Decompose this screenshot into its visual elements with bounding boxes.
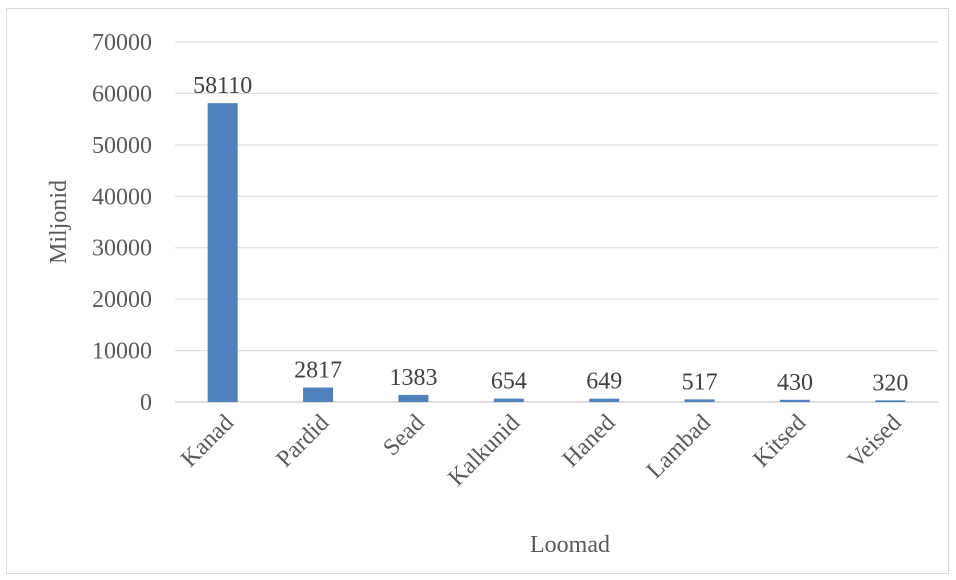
y-tick-label: 30000 xyxy=(92,236,152,262)
y-axis-title: Miljonid xyxy=(46,180,72,264)
x-tick-label: Sead xyxy=(378,410,429,461)
bar xyxy=(207,103,238,403)
y-tick-label: 70000 xyxy=(92,30,152,56)
x-tick-label: Kanad xyxy=(176,410,239,473)
bars xyxy=(207,103,906,403)
chart-frame xyxy=(6,8,949,574)
data-label: 649 xyxy=(586,369,622,395)
data-label: 320 xyxy=(872,370,908,396)
x-tick-label: Haned xyxy=(558,410,621,473)
bar xyxy=(303,387,334,402)
y-tick-label: 40000 xyxy=(92,184,152,210)
x-tick-label: Veised xyxy=(843,410,907,474)
data-label: 2817 xyxy=(294,358,342,384)
x-tick-label: Lambad xyxy=(642,410,716,484)
x-tick-label: Pardid xyxy=(272,410,335,473)
y-tick-label: 10000 xyxy=(92,339,152,365)
x-tick-label: Kitsed xyxy=(748,410,811,473)
x-axis-ticks: Kanad Pardid Sead Kalkunid Haned Lambad Kitsed… xyxy=(176,410,906,492)
bar xyxy=(684,399,715,402)
bar xyxy=(493,398,524,402)
y-tick-label: 50000 xyxy=(92,133,152,159)
bar xyxy=(875,400,906,402)
data-label: 58110 xyxy=(193,73,252,99)
bar xyxy=(779,399,810,402)
x-axis-title: Loomad xyxy=(530,532,610,558)
data-labels: 58110 2817 1383 654 649 517 430 320 xyxy=(193,73,908,396)
x-tick-label: Kalkunid xyxy=(444,410,526,492)
data-label: 1383 xyxy=(389,365,437,391)
data-label: 430 xyxy=(777,370,813,396)
y-axis-ticks: 0 10000 20000 30000 40000 50000 60000 70000 xyxy=(92,30,152,416)
y-tick-label: 60000 xyxy=(92,81,152,107)
y-tick-label: 0 xyxy=(140,390,152,416)
y-tick-label: 20000 xyxy=(92,287,152,313)
data-label: 517 xyxy=(682,369,718,395)
data-label: 654 xyxy=(491,369,527,395)
gridlines xyxy=(175,41,938,403)
bar xyxy=(398,394,429,402)
bar xyxy=(589,398,620,402)
